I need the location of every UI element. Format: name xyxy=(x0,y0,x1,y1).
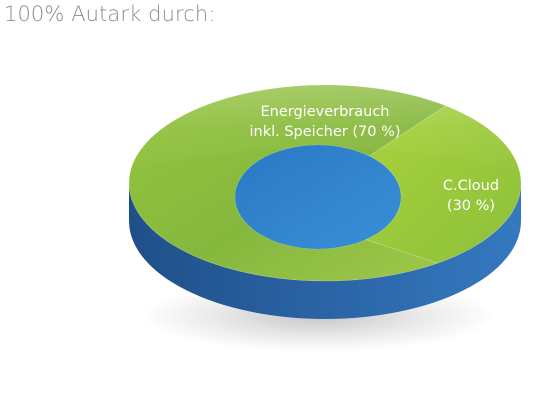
label-line: Energieverbrauch xyxy=(261,104,390,120)
label-line: inkl. Speicher (70 %) xyxy=(249,124,400,140)
label-line: (30 %) xyxy=(447,198,495,214)
label-line: C.Cloud xyxy=(443,178,499,194)
donut-center xyxy=(235,145,401,249)
